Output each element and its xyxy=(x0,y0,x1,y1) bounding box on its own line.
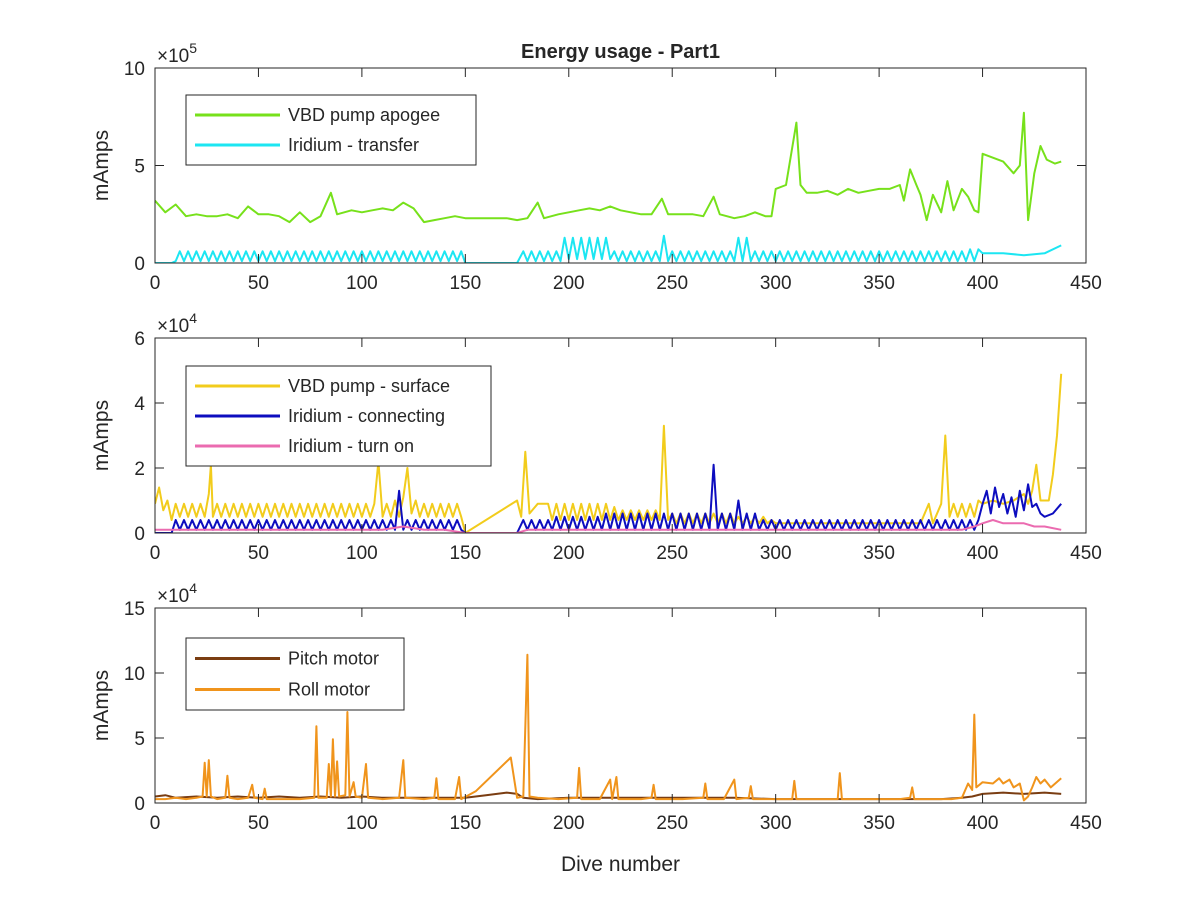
x-tick-label: 450 xyxy=(1070,543,1102,564)
series-line-3 xyxy=(155,519,1062,533)
x-tick-label: 50 xyxy=(248,813,269,834)
x-tick-label: 350 xyxy=(863,273,895,294)
legend-label: VBD pump - surface xyxy=(288,376,450,396)
x-tick-label: 300 xyxy=(760,813,792,834)
y-axis-label: mAmps xyxy=(90,130,113,201)
x-tick-label: 250 xyxy=(656,273,688,294)
x-tick-label: 350 xyxy=(863,543,895,564)
x-tick-label: 250 xyxy=(656,813,688,834)
x-tick-label: 400 xyxy=(967,273,999,294)
x-tick-label: 50 xyxy=(248,543,269,564)
legend-box xyxy=(185,637,405,711)
axis-exponent: ×104 xyxy=(157,310,197,337)
x-tick-label: 200 xyxy=(553,273,585,294)
x-tick-label: 100 xyxy=(346,543,378,564)
series-line-2 xyxy=(155,653,1062,802)
x-tick-label: 300 xyxy=(760,543,792,564)
series-line-1 xyxy=(155,111,1062,224)
y-tick-label: 5 xyxy=(134,729,145,750)
legend: Pitch motor Roll motor xyxy=(185,637,405,711)
legend-box xyxy=(185,94,477,166)
x-tick-label: 0 xyxy=(150,273,161,294)
x-tick-label: 450 xyxy=(1070,813,1102,834)
y-tick-label: 2 xyxy=(134,459,145,480)
x-tick-label: 150 xyxy=(449,543,481,564)
legend-label: Pitch motor xyxy=(288,649,379,669)
x-axis-label: Dive number xyxy=(561,853,680,876)
x-tick-label: 300 xyxy=(760,273,792,294)
y-tick-label: 0 xyxy=(134,794,145,815)
x-tick-label: 250 xyxy=(656,543,688,564)
legend: VBD pump - surface Iridium - connecting Ir… xyxy=(185,365,492,467)
x-tick-label: 100 xyxy=(346,813,378,834)
y-tick-label: 10 xyxy=(124,664,145,685)
y-tick-label: 5 xyxy=(134,157,145,178)
series-group xyxy=(155,653,1062,802)
axis-exponent: ×105 xyxy=(157,40,197,67)
y-tick-label: 0 xyxy=(134,524,145,545)
x-tick-label: 100 xyxy=(346,273,378,294)
series-group xyxy=(155,111,1062,263)
x-tick-label: 0 xyxy=(150,813,161,834)
axes-box xyxy=(154,607,1087,804)
legend-label: Iridium - turn on xyxy=(288,436,414,456)
series-group xyxy=(155,373,1063,533)
x-tick-label: 450 xyxy=(1070,273,1102,294)
x-tick-label: 50 xyxy=(248,273,269,294)
y-tick-label: 4 xyxy=(134,394,145,415)
y-tick-label: 15 xyxy=(124,599,145,620)
subplot-1: 0 50 100 150 200 250 300 350 400 450 0 5 10 ×105 mAmps… xyxy=(90,40,1102,294)
y-axis-label: mAmps xyxy=(90,400,113,471)
legend-label: VBD pump apogee xyxy=(288,105,440,125)
axes-box xyxy=(154,337,1087,534)
y-tick-label: 10 xyxy=(124,59,145,80)
subplot-panels: 0 50 100 150 200 250 300 350 400 4500510×105mAmps… xyxy=(90,40,1102,876)
x-tick-label: 200 xyxy=(553,813,585,834)
subplot-3: 0 50 100 150 200 250 300 350 400 450 0 5 10 15 ×104 mAm… xyxy=(90,580,1102,876)
series-line-2 xyxy=(155,234,1062,263)
x-tick-label: 400 xyxy=(967,543,999,564)
legend-label: Iridium - connecting xyxy=(288,406,445,426)
x-tick-label: 200 xyxy=(553,543,585,564)
legend: VBD pump apogee Iridium - transfer xyxy=(185,94,477,166)
legend-label: Roll motor xyxy=(288,680,370,700)
x-tick-label: 400 xyxy=(967,813,999,834)
y-tick-label: 6 xyxy=(134,329,145,350)
legend-label: Iridium - transfer xyxy=(288,135,419,155)
chart-title: Energy usage - Part1 xyxy=(521,41,720,63)
x-tick-label: 0 xyxy=(150,543,161,564)
x-tick-label: 150 xyxy=(449,813,481,834)
subplot-2: 0 50 100 150 200 250 300 350 400 450 0 2 4 6 ×104 mAmps… xyxy=(90,310,1102,564)
axis-exponent: ×104 xyxy=(157,580,197,607)
y-tick-label: 0 xyxy=(134,254,145,275)
x-tick-label: 150 xyxy=(449,273,481,294)
y-axis-label: mAmps xyxy=(90,670,113,741)
x-tick-label: 350 xyxy=(863,813,895,834)
